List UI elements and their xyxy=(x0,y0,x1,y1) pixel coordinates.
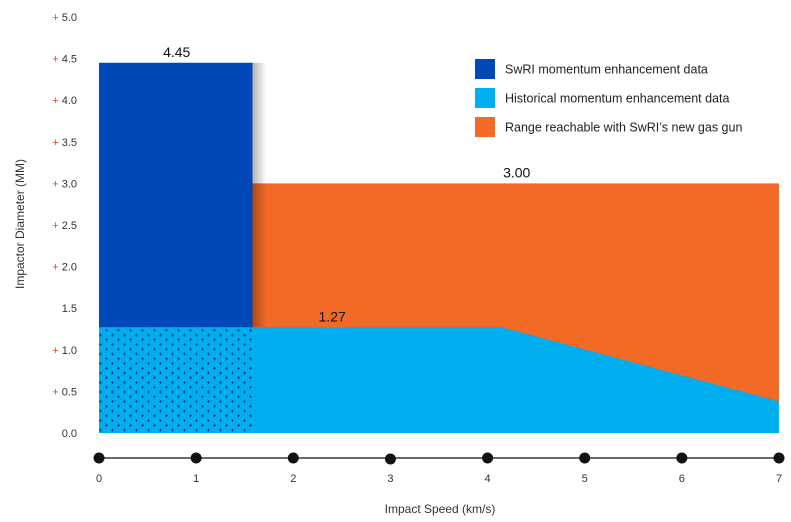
legend-swatch xyxy=(475,59,495,79)
y-tick-label: + 5.0 xyxy=(52,12,77,24)
y-axis: + 5.0 + 4.5 + 4.0 + 3.5 + 3.0 + 2.5 + 2.0 1.5 + … xyxy=(52,12,77,440)
legend-label: SwRI momentum enhancement data xyxy=(505,63,708,77)
x-tick-label: 1 xyxy=(193,473,199,485)
x-tick-dot xyxy=(190,452,202,464)
x-tick-dot xyxy=(287,452,299,464)
y-tick-label: + 4.0 xyxy=(52,95,77,107)
x-tick-label: 4 xyxy=(485,473,491,485)
legend-label: Range reachable with SwRI’s new gas gun xyxy=(505,121,742,135)
legend-label: Historical momentum enhancement data xyxy=(505,92,729,106)
data-label: 4.45 xyxy=(163,44,190,60)
x-tick-label: 6 xyxy=(679,473,685,485)
x-tick-dot xyxy=(773,452,785,464)
x-tick-dot xyxy=(482,452,494,464)
legend-swatch xyxy=(475,88,495,108)
y-axis-title: Impactor Diameter (MM) xyxy=(13,159,27,289)
y-tick-label: + 0.5 xyxy=(52,386,77,398)
y-tick-label: + 1.0 xyxy=(52,345,77,357)
y-tick-label: + 3.5 xyxy=(52,137,77,149)
x-axis: 0 1 2 3 4 5 6 7 xyxy=(93,452,785,485)
y-tick-label: + 4.5 xyxy=(52,54,77,66)
data-labels: 4.45 3.00 1.27 xyxy=(163,44,530,325)
y-tick-label: + 2.5 xyxy=(52,220,77,232)
y-tick-label: 0.0 xyxy=(62,428,77,440)
x-tick-label: 0 xyxy=(96,473,102,485)
x-tick-dot xyxy=(384,453,396,465)
data-label: 1.27 xyxy=(319,308,346,324)
x-tick-label: 2 xyxy=(290,473,296,485)
x-tick-label: 3 xyxy=(387,473,393,485)
area-historical-momentum xyxy=(99,327,779,433)
chart-areas xyxy=(99,62,779,434)
x-tick-dot xyxy=(676,452,688,464)
x-tick-dot xyxy=(93,452,105,464)
y-tick-label: 1.5 xyxy=(62,303,77,315)
x-tick-dot xyxy=(579,452,591,464)
y-tick-label: + 2.0 xyxy=(52,262,77,274)
data-label: 3.00 xyxy=(503,164,530,180)
x-axis-title: Impact Speed (km/s) xyxy=(385,502,496,516)
legend-swatch xyxy=(475,117,495,137)
legend: SwRI momentum enhancement data Historical… xyxy=(475,59,742,137)
y-tick-label: + 3.0 xyxy=(52,178,77,190)
overlap-dot-pattern xyxy=(99,327,253,433)
x-tick-label: 7 xyxy=(776,473,782,485)
x-tick-label: 5 xyxy=(582,473,588,485)
